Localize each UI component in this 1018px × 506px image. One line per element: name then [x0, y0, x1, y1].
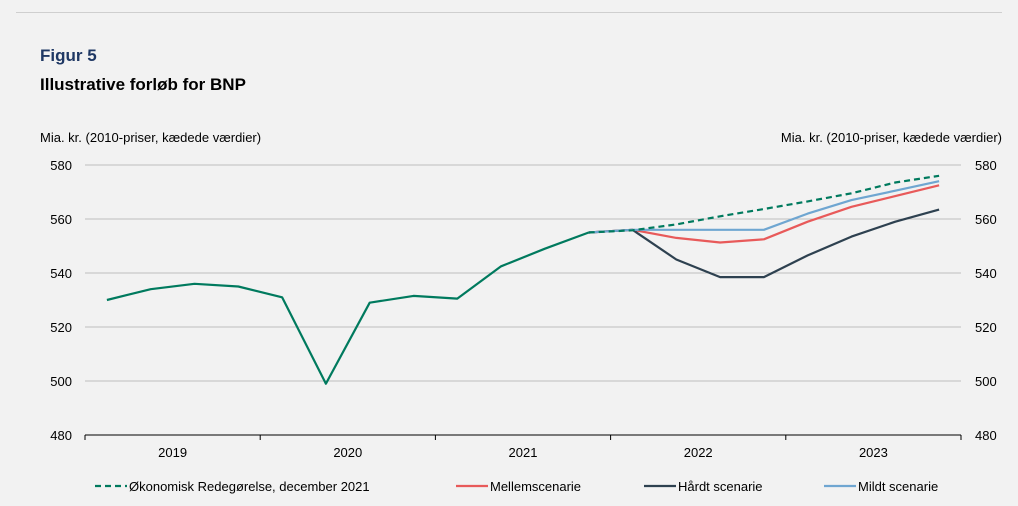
legend: Økonomisk Redegørelse, december 2021 Mell…: [95, 479, 938, 494]
figure-title: Illustrative forløb for BNP: [40, 75, 246, 94]
y-tick-label-right: 540: [975, 266, 997, 281]
y-tick-label-left: 560: [50, 212, 72, 227]
y-tick-label-left: 500: [50, 374, 72, 389]
y-tick-label-left: 520: [50, 320, 72, 335]
y-tick-label-right: 480: [975, 428, 997, 443]
top-divider: [16, 12, 1002, 13]
x-tick-label: 2020: [333, 445, 362, 460]
y-tick-label-right: 560: [975, 212, 997, 227]
x-tick-label: 2019: [158, 445, 187, 460]
y-tick-label-left: 540: [50, 266, 72, 281]
series-layer: [106, 174, 940, 385]
series-line-historic: [106, 231, 590, 385]
x-tick-label: 2021: [509, 445, 538, 460]
legend-label: Hårdt scenarie: [678, 479, 763, 494]
legend-label: Økonomisk Redegørelse, december 2021: [129, 479, 370, 494]
x-tick-label: 2023: [859, 445, 888, 460]
axis-layer: 480 480 500 500 520 520 540 540 560 560 580 580 2019…: [50, 158, 996, 460]
x-tick-label: 2022: [684, 445, 713, 460]
series-line-3: [588, 180, 940, 234]
y-tick-label-left: 580: [50, 158, 72, 173]
y-tick-label-right: 520: [975, 320, 997, 335]
y-axis-unit-right: Mia. kr. (2010-priser, kædede værdier): [780, 130, 1002, 145]
y-tick-label-right: 580: [975, 158, 997, 173]
series-line-2: [588, 208, 940, 279]
legend-label: Mellemscenarie: [490, 479, 581, 494]
y-tick-label-right: 500: [975, 374, 997, 389]
figure-label: Figur 5: [40, 46, 97, 65]
series-line-1: [588, 184, 940, 244]
y-axis-unit-left: Mia. kr. (2010-priser, kædede værdier): [40, 130, 262, 145]
y-tick-label-left: 480: [50, 428, 72, 443]
legend-label: Mildt scenarie: [858, 479, 938, 494]
